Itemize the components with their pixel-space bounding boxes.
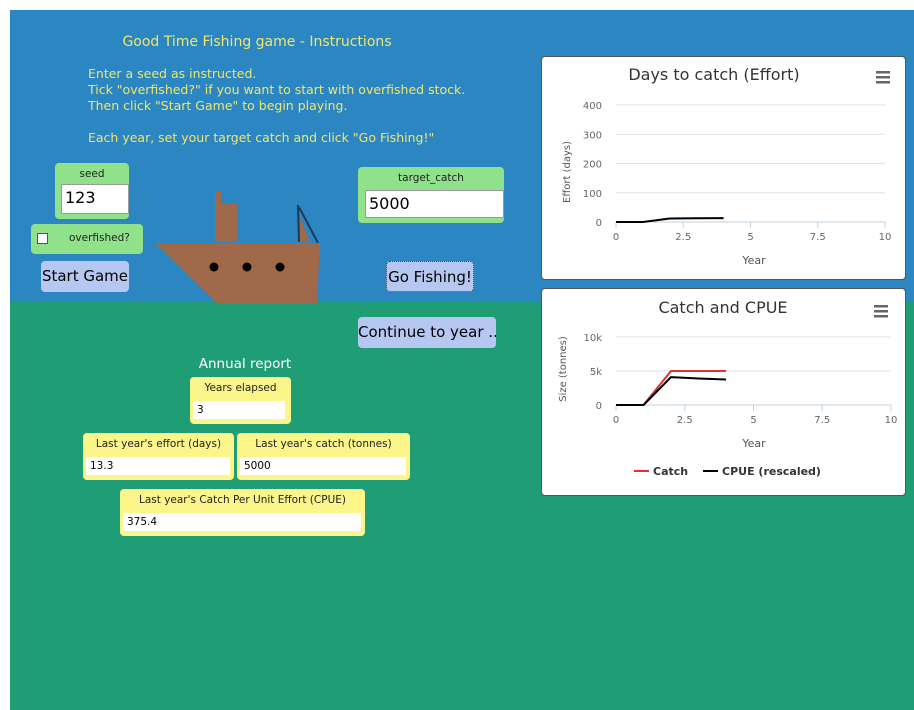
boat-cabin: [215, 203, 237, 242]
x-axis-label: Year: [741, 437, 766, 450]
last-cpue-value: 375.4: [123, 513, 361, 531]
target-catch-group: target_catch 5000: [358, 167, 504, 223]
instruction-line: Each year, set your target catch and cli…: [88, 130, 435, 145]
instructions-title: Good Time Fishing game - Instructions: [122, 34, 392, 50]
porthole: [242, 262, 252, 272]
y-tick-label: 300: [583, 130, 602, 141]
hamburger-menu-icon[interactable]: [874, 305, 888, 318]
y-tick-label: 200: [583, 160, 602, 171]
overfished-group: overfished?: [31, 224, 143, 254]
legend-cpue-label[interactable]: CPUE (rescaled): [722, 465, 821, 478]
hamburger-menu-icon[interactable]: [876, 71, 890, 84]
last-cpue-label: Last year's Catch Per Unit Effort (CPUE): [138, 494, 346, 506]
x-tick-label: 7.5: [814, 415, 830, 426]
x-axis-label: Year: [741, 254, 766, 267]
y-tick-label: 0: [596, 218, 602, 229]
years-elapsed-value: 3: [193, 401, 285, 419]
continue-button[interactable]: Continue to year ...: [358, 317, 496, 348]
x-tick-label: 10: [879, 232, 892, 243]
catch-cpue-chart: Catch and CPUE Size (tonnes) Year 0 5k 10k…: [558, 298, 898, 478]
target-catch-input[interactable]: 5000: [365, 190, 504, 218]
y-axis-label: Effort (days): [562, 141, 573, 203]
instruction-line: Then click "Start Game" to begin playing…: [88, 98, 348, 113]
overfished-label: overfished?: [69, 232, 130, 244]
y-tick-label: 400: [583, 101, 602, 112]
seed-label: seed: [79, 168, 105, 180]
x-tick-label: 2.5: [677, 415, 693, 426]
x-tick-label: 0: [613, 415, 619, 426]
x-tick-label: 7.5: [810, 232, 826, 243]
last-effort-label: Last year's effort (days): [95, 438, 222, 450]
x-tick-label: 0: [613, 232, 619, 243]
legend-catch-label[interactable]: Catch: [653, 465, 688, 478]
porthole: [209, 262, 219, 272]
last-cpue-group: Last year's Catch Per Unit Effort (CPUE)…: [120, 489, 365, 536]
last-effort-value: 13.3: [86, 457, 230, 475]
legend: Catch CPUE (rescaled): [634, 465, 821, 478]
chart-title: Catch and CPUE: [658, 298, 787, 317]
seed-input[interactable]: 123: [61, 184, 129, 214]
boat-illustration: [155, 192, 320, 303]
boat-hull: [155, 243, 320, 303]
chart-title: Days to catch (Effort): [628, 65, 799, 84]
annual-report-title: Annual report: [198, 356, 292, 372]
start-game-button[interactable]: Start Game: [41, 261, 129, 292]
target-catch-label: target_catch: [398, 172, 464, 184]
instruction-line: [88, 114, 465, 130]
series-line-1: [616, 376, 727, 406]
last-catch-value: 5000: [240, 457, 406, 475]
years-elapsed-group: Years elapsed 3: [190, 377, 291, 424]
instruction-line: Tick "overfished?" if you want to start …: [88, 82, 466, 97]
overfished-checkbox[interactable]: [37, 233, 48, 244]
last-catch-label: Last year's catch (tonnes): [255, 438, 392, 450]
last-effort-group: Last year's effort (days) 13.3: [83, 433, 234, 480]
instruction-line: Enter a seed as instructed.: [88, 66, 257, 81]
boat-rod: [297, 204, 300, 243]
y-axis-label: Size (tonnes): [558, 336, 569, 402]
effort-chart: Days to catch (Effort) Effort (days) Yea…: [562, 65, 892, 267]
x-tick-label: 5: [750, 415, 756, 426]
years-elapsed-label: Years elapsed: [204, 382, 277, 394]
y-tick-label: 100: [583, 189, 602, 200]
fishing-line: [298, 206, 319, 244]
boat-stern: [300, 217, 310, 242]
y-tick-label: 10k: [583, 333, 602, 344]
go-fishing-button[interactable]: Go Fishing!: [386, 261, 474, 292]
x-tick-label: 10: [885, 415, 898, 426]
seed-group: seed 123: [55, 163, 129, 219]
porthole: [275, 262, 285, 272]
catch-chart-panel: Catch and CPUE Size (tonnes) Year 0 5k 10k…: [541, 288, 906, 496]
instructions-text: Enter a seed as instructed. Tick "overfi…: [88, 66, 465, 146]
y-tick-label: 0: [596, 401, 602, 412]
last-catch-group: Last year's catch (tonnes) 5000: [237, 433, 410, 480]
series-line-0: [616, 217, 724, 223]
effort-chart-panel: Days to catch (Effort) Effort (days) Yea…: [541, 56, 906, 280]
y-tick-label: 5k: [590, 367, 602, 378]
x-tick-label: 5: [747, 232, 753, 243]
x-tick-label: 2.5: [675, 232, 691, 243]
